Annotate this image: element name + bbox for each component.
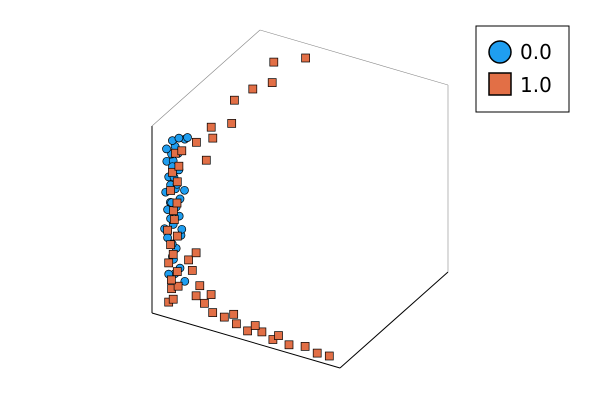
point-series-1-38 [248, 84, 258, 94]
point-series-0-28 [174, 133, 184, 143]
point-series-1-32 [229, 309, 239, 319]
point-series-1-3 [173, 281, 183, 291]
point-series-1-41 [301, 53, 310, 63]
point-series-1-12 [169, 206, 178, 216]
point-series-1-44 [201, 155, 211, 165]
point-series-0-34 [180, 276, 190, 286]
point-series-1-35 [206, 122, 216, 132]
point-series-1-17 [174, 161, 184, 171]
point-series-1-9 [172, 231, 182, 241]
point-series-1-24 [232, 319, 241, 329]
point-series-1-23 [219, 312, 229, 322]
point-series-1-40 [269, 57, 279, 67]
point-series-1-16 [168, 167, 177, 177]
point-series-1-10 [163, 225, 172, 235]
point-series-1-36 [227, 119, 237, 128]
point-series-1-1 [168, 294, 178, 304]
legend-box [475, 25, 570, 113]
point-series-1-6 [164, 258, 174, 268]
axis-back-top [259, 29, 449, 86]
point-series-1-21 [200, 298, 209, 308]
point-series-0-29 [183, 133, 192, 142]
axis-front-bottom [151, 312, 341, 369]
point-series-1-28 [284, 340, 294, 350]
point-series-1-33 [250, 321, 260, 330]
point-series-1-8 [166, 240, 175, 250]
points-layer [160, 53, 334, 361]
point-series-1-43 [208, 133, 218, 143]
legend-label-series-1: 1.0 [520, 73, 552, 97]
point-series-0-36 [177, 224, 187, 234]
point-series-1-46 [195, 281, 205, 291]
point-series-1-26 [257, 327, 267, 337]
point-series-1-47 [184, 255, 193, 265]
point-series-1-37 [230, 95, 239, 105]
point-series-1-19 [177, 146, 187, 156]
point-series-1-49 [191, 248, 201, 258]
point-series-1-11 [169, 215, 179, 224]
point-series-1-34 [274, 331, 283, 340]
legend-marker-series-1 [488, 72, 512, 96]
point-series-1-29 [300, 342, 310, 351]
point-series-0-24 [162, 144, 171, 154]
point-series-1-14 [166, 186, 175, 195]
legend: 0.0 1.0 [475, 25, 570, 113]
axis-right-bottom [339, 271, 449, 369]
point-series-1-13 [172, 198, 182, 208]
point-series-1-39 [267, 78, 277, 87]
legend-marker-series-0 [488, 40, 512, 64]
axes-box [151, 29, 449, 369]
point-series-1-25 [243, 326, 252, 336]
point-series-1-42 [192, 137, 201, 147]
point-series-1-45 [187, 266, 197, 275]
legend-label-series-0: 0.0 [520, 40, 552, 64]
point-series-0-38 [180, 185, 189, 195]
point-series-1-31 [324, 351, 334, 361]
point-series-1-20 [191, 291, 201, 301]
point-series-1-15 [172, 177, 182, 187]
point-series-1-7 [168, 249, 178, 259]
point-series-1-22 [208, 308, 218, 317]
axis-left-top [151, 29, 261, 127]
point-series-1-4 [167, 275, 176, 285]
point-series-1-5 [172, 267, 182, 276]
point-series-1-30 [312, 348, 322, 358]
point-series-1-48 [206, 290, 216, 299]
